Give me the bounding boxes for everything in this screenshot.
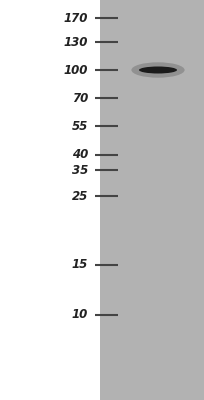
Ellipse shape: [131, 62, 185, 78]
Bar: [100, 0, 204, 400]
Text: 35: 35: [72, 164, 88, 176]
Text: 70: 70: [72, 92, 88, 104]
Ellipse shape: [139, 66, 177, 74]
Text: 15: 15: [72, 258, 88, 272]
Text: 55: 55: [72, 120, 88, 132]
Text: 100: 100: [64, 64, 88, 76]
Text: 25: 25: [72, 190, 88, 202]
Text: 40: 40: [72, 148, 88, 162]
Text: 130: 130: [64, 36, 88, 48]
Text: 10: 10: [72, 308, 88, 322]
Text: 170: 170: [64, 12, 88, 24]
